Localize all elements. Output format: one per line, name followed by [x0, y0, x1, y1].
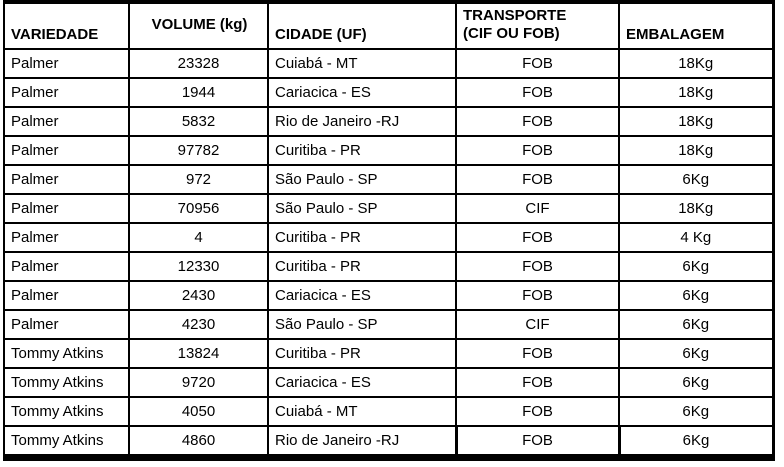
cell-cidade: Cariacica - ES	[267, 77, 457, 108]
cell-transporte: FOB	[454, 425, 620, 459]
cell-transporte: FOB	[455, 251, 620, 282]
cell-volume: 4	[128, 222, 269, 253]
cell-transporte: FOB	[455, 77, 620, 108]
cell-variedade: Palmer	[3, 77, 130, 108]
table-row: Palmer 4 Curitiba - PR FOB 4 Kg	[3, 222, 774, 253]
cell-embalagem: 4 Kg	[618, 222, 774, 253]
cell-transporte: FOB	[455, 338, 620, 369]
cell-volume: 97782	[128, 135, 269, 166]
cell-variedade: Palmer	[3, 280, 130, 311]
cell-transporte: FOB	[455, 280, 620, 311]
cell-embalagem: 18Kg	[618, 77, 774, 108]
column-header-transporte-line1: TRANSPORTE	[463, 7, 567, 24]
cell-volume: 9720	[128, 367, 269, 398]
cell-embalagem: 6Kg	[617, 425, 774, 459]
table-row: Tommy Atkins 9720 Cariacica - ES FOB 6Kg	[3, 367, 774, 398]
cell-embalagem: 6Kg	[618, 280, 774, 311]
table-row: Palmer 972 São Paulo - SP FOB 6Kg	[3, 164, 774, 195]
table-row: Palmer 12330 Curitiba - PR FOB 6Kg	[3, 251, 774, 282]
cell-embalagem: 18Kg	[618, 135, 774, 166]
cell-embalagem: 6Kg	[618, 338, 774, 369]
cell-cidade: Cariacica - ES	[267, 280, 457, 311]
cell-variedade: Tommy Atkins	[3, 425, 130, 459]
cell-cidade: São Paulo - SP	[267, 193, 457, 224]
table-row: Tommy Atkins 4860 Rio de Janeiro -RJ FOB…	[3, 425, 774, 459]
cell-cidade: Curitiba - PR	[267, 338, 457, 369]
cell-cidade: Rio de Janeiro -RJ	[267, 425, 457, 459]
cell-volume: 13824	[128, 338, 269, 369]
cell-volume: 12330	[128, 251, 269, 282]
cell-cidade: São Paulo - SP	[267, 164, 457, 195]
cell-transporte: FOB	[455, 106, 620, 137]
table-row: Palmer 1944 Cariacica - ES FOB 18Kg	[3, 77, 774, 108]
cell-volume: 4050	[128, 396, 269, 427]
cell-embalagem: 6Kg	[618, 396, 774, 427]
column-header-variedade: VARIEDADE	[3, 1, 130, 50]
cell-volume: 972	[128, 164, 269, 195]
table-row: Palmer 23328 Cuiabá - MT FOB 18Kg	[3, 48, 774, 79]
cell-transporte: FOB	[455, 164, 620, 195]
cell-transporte: FOB	[455, 222, 620, 253]
cell-transporte: FOB	[455, 48, 620, 79]
cell-volume: 1944	[128, 77, 269, 108]
column-header-embalagem: EMBALAGEM	[618, 1, 774, 50]
cell-cidade: Cariacica - ES	[267, 367, 457, 398]
cell-cidade: Cuiabá - MT	[267, 48, 457, 79]
cell-embalagem: 6Kg	[618, 251, 774, 282]
cell-cidade: Curitiba - PR	[267, 222, 457, 253]
cell-embalagem: 18Kg	[618, 193, 774, 224]
shipments-table: VARIEDADE VOLUME (kg) CIDADE (UF) TRANSP…	[3, 0, 775, 461]
cell-variedade: Palmer	[3, 251, 130, 282]
table-row: Palmer 4230 São Paulo - SP CIF 6Kg	[3, 309, 774, 340]
cell-transporte: CIF	[455, 193, 620, 224]
column-header-transporte: TRANSPORTE (CIF OU FOB)	[455, 1, 620, 50]
cell-volume: 4860	[128, 425, 269, 459]
cell-cidade: Curitiba - PR	[267, 135, 457, 166]
cell-transporte: FOB	[455, 396, 620, 427]
cell-embalagem: 18Kg	[618, 106, 774, 137]
cell-volume: 5832	[128, 106, 269, 137]
table-row: Palmer 97782 Curitiba - PR FOB 18Kg	[3, 135, 774, 166]
cell-embalagem: 6Kg	[618, 367, 774, 398]
header-row: VARIEDADE VOLUME (kg) CIDADE (UF) TRANSP…	[3, 1, 774, 50]
column-header-cidade: CIDADE (UF)	[267, 1, 457, 50]
cell-variedade: Palmer	[3, 106, 130, 137]
cell-variedade: Palmer	[3, 309, 130, 340]
cell-transporte: CIF	[455, 309, 620, 340]
cell-variedade: Tommy Atkins	[3, 396, 130, 427]
cell-embalagem: 6Kg	[618, 309, 774, 340]
cell-cidade: São Paulo - SP	[267, 309, 457, 340]
cell-cidade: Rio de Janeiro -RJ	[267, 106, 457, 137]
table-row: Palmer 70956 São Paulo - SP CIF 18Kg	[3, 193, 774, 224]
column-header-volume: VOLUME (kg)	[128, 1, 269, 50]
cell-embalagem: 18Kg	[618, 48, 774, 79]
cell-transporte: FOB	[455, 367, 620, 398]
cell-variedade: Tommy Atkins	[3, 367, 130, 398]
table-row: Palmer 2430 Cariacica - ES FOB 6Kg	[3, 280, 774, 311]
cell-variedade: Tommy Atkins	[3, 338, 130, 369]
cell-volume: 70956	[128, 193, 269, 224]
cell-embalagem: 6Kg	[618, 164, 774, 195]
cell-variedade: Palmer	[3, 164, 130, 195]
cell-volume: 23328	[128, 48, 269, 79]
cell-transporte: FOB	[455, 135, 620, 166]
cell-variedade: Palmer	[3, 48, 130, 79]
cell-variedade: Palmer	[3, 135, 130, 166]
cell-volume: 2430	[128, 280, 269, 311]
table-row: Tommy Atkins 13824 Curitiba - PR FOB 6Kg	[3, 338, 774, 369]
column-header-transporte-line2: (CIF OU FOB)	[463, 25, 560, 42]
cell-cidade: Curitiba - PR	[267, 251, 457, 282]
cell-cidade: Cuiabá - MT	[267, 396, 457, 427]
table-row: Palmer 5832 Rio de Janeiro -RJ FOB 18Kg	[3, 106, 774, 137]
cell-variedade: Palmer	[3, 222, 130, 253]
cell-volume: 4230	[128, 309, 269, 340]
table-row: Tommy Atkins 4050 Cuiabá - MT FOB 6Kg	[3, 396, 774, 427]
cell-variedade: Palmer	[3, 193, 130, 224]
